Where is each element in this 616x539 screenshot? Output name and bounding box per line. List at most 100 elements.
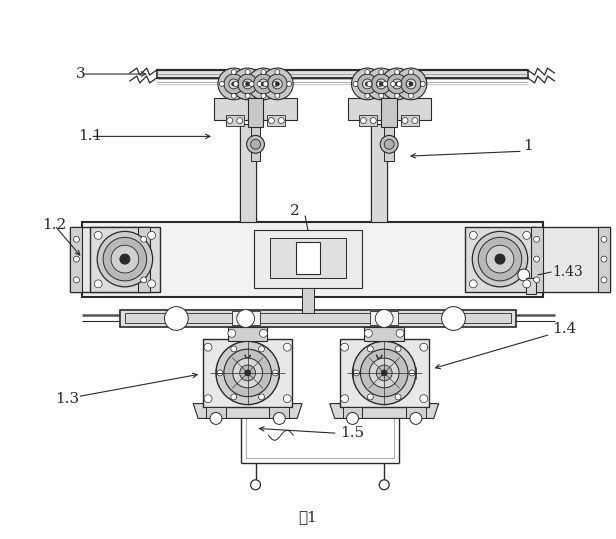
Circle shape (210, 412, 222, 424)
Circle shape (442, 307, 465, 330)
Bar (254, 230, 362, 288)
Bar (347, 98, 431, 120)
Circle shape (353, 81, 358, 86)
Circle shape (286, 81, 291, 86)
Circle shape (406, 79, 416, 89)
Circle shape (392, 79, 402, 89)
Circle shape (231, 93, 237, 98)
Circle shape (402, 118, 408, 123)
Circle shape (362, 79, 372, 89)
Circle shape (370, 118, 376, 123)
Circle shape (228, 329, 236, 337)
Circle shape (246, 82, 249, 86)
Circle shape (365, 68, 397, 100)
Circle shape (257, 81, 262, 86)
Circle shape (275, 70, 280, 74)
Circle shape (267, 74, 287, 94)
Circle shape (379, 70, 384, 74)
Circle shape (395, 70, 400, 74)
Circle shape (227, 118, 233, 123)
Bar (228, 327, 267, 341)
Circle shape (395, 82, 399, 86)
Circle shape (370, 358, 399, 388)
Circle shape (601, 256, 607, 262)
Bar (401, 115, 419, 127)
Bar (598, 227, 610, 292)
Circle shape (273, 81, 278, 86)
Circle shape (523, 231, 530, 239)
Circle shape (395, 93, 400, 98)
Circle shape (533, 236, 540, 243)
Text: 1.3: 1.3 (55, 392, 79, 406)
Bar (91, 227, 160, 292)
Circle shape (140, 277, 147, 283)
Circle shape (375, 309, 393, 327)
Circle shape (379, 82, 383, 86)
Bar (384, 121, 394, 161)
Circle shape (73, 236, 79, 243)
Circle shape (237, 118, 243, 123)
Bar (120, 309, 516, 327)
Circle shape (376, 365, 392, 381)
Circle shape (245, 70, 250, 74)
Circle shape (401, 74, 421, 94)
Circle shape (601, 236, 607, 243)
Circle shape (231, 346, 237, 352)
Circle shape (533, 256, 540, 262)
Circle shape (218, 68, 249, 100)
Bar (370, 310, 398, 326)
Text: 1.1: 1.1 (78, 129, 102, 143)
Circle shape (469, 231, 477, 239)
Bar (156, 70, 528, 78)
Bar (206, 406, 226, 418)
Bar (269, 406, 289, 418)
Bar (302, 288, 314, 313)
Circle shape (251, 140, 261, 149)
Bar (248, 98, 264, 128)
Circle shape (94, 231, 102, 239)
Circle shape (231, 70, 237, 74)
Circle shape (254, 74, 274, 94)
Circle shape (478, 237, 522, 281)
Circle shape (140, 256, 147, 262)
Circle shape (275, 93, 280, 98)
Circle shape (408, 70, 413, 74)
Bar (342, 406, 362, 418)
Circle shape (219, 81, 224, 86)
Bar (381, 98, 397, 128)
Circle shape (120, 254, 130, 264)
Circle shape (420, 395, 428, 403)
Circle shape (246, 135, 264, 153)
Bar (226, 115, 244, 127)
Circle shape (217, 370, 223, 376)
Circle shape (240, 365, 256, 381)
Circle shape (245, 93, 250, 98)
Circle shape (148, 280, 156, 288)
Circle shape (381, 68, 413, 100)
Circle shape (523, 280, 530, 288)
Circle shape (395, 346, 401, 352)
Circle shape (380, 135, 398, 153)
Circle shape (245, 370, 251, 376)
Circle shape (261, 93, 266, 98)
Circle shape (409, 370, 415, 376)
Circle shape (396, 329, 404, 337)
Circle shape (376, 79, 386, 89)
Text: 1.5: 1.5 (339, 426, 364, 440)
Circle shape (354, 370, 360, 376)
Bar (270, 238, 346, 278)
Circle shape (232, 68, 264, 100)
Circle shape (365, 82, 370, 86)
Bar (125, 313, 511, 323)
Circle shape (263, 81, 268, 86)
Circle shape (360, 118, 367, 123)
Circle shape (397, 81, 402, 86)
Text: 3: 3 (76, 67, 85, 81)
Circle shape (367, 81, 372, 86)
Circle shape (410, 412, 422, 424)
Bar (365, 327, 404, 341)
Circle shape (261, 70, 266, 74)
Circle shape (518, 269, 530, 281)
Circle shape (472, 231, 528, 287)
Circle shape (283, 395, 291, 403)
